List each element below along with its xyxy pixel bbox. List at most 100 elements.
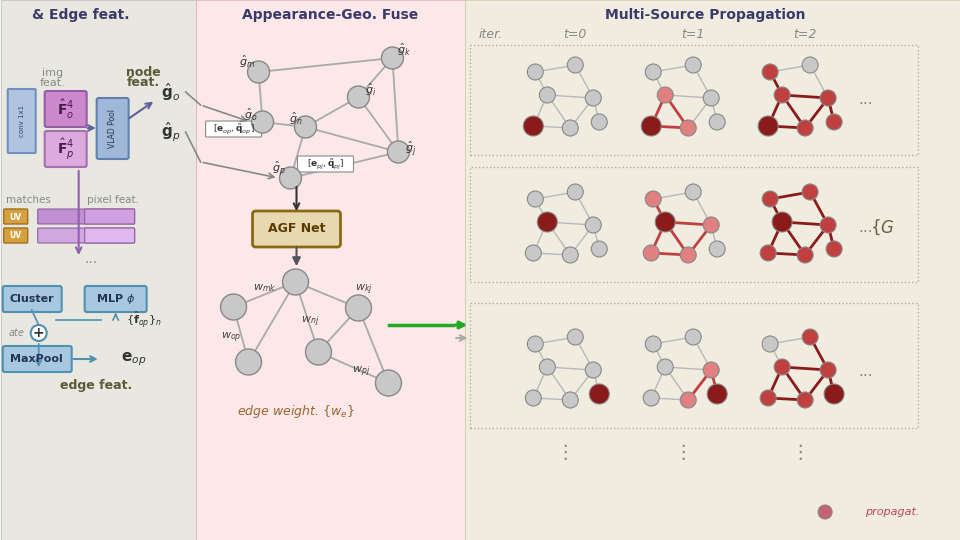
Circle shape bbox=[645, 64, 661, 80]
Text: AGF Net: AGF Net bbox=[268, 222, 325, 235]
FancyBboxPatch shape bbox=[4, 228, 28, 243]
Text: $\hat{g}_o$: $\hat{g}_o$ bbox=[244, 107, 257, 123]
Circle shape bbox=[820, 90, 836, 106]
Circle shape bbox=[540, 359, 555, 375]
Bar bbox=[196, 0, 466, 540]
Circle shape bbox=[586, 362, 601, 378]
Text: propagat.: propagat. bbox=[865, 507, 920, 517]
Text: $\hat{\mathbf{g}}_p$: $\hat{\mathbf{g}}_p$ bbox=[161, 120, 180, 144]
Circle shape bbox=[820, 217, 836, 233]
Circle shape bbox=[827, 241, 842, 257]
Circle shape bbox=[645, 336, 661, 352]
Text: $\{G$: $\{G$ bbox=[870, 217, 895, 237]
Text: $w_{nj}$: $w_{nj}$ bbox=[300, 315, 319, 329]
Text: ...: ... bbox=[84, 252, 97, 266]
Circle shape bbox=[658, 359, 673, 375]
FancyBboxPatch shape bbox=[205, 121, 261, 137]
Text: t=0: t=0 bbox=[564, 28, 587, 40]
Bar bbox=[470, 45, 918, 155]
Circle shape bbox=[681, 247, 696, 263]
Text: $\{\hat{\mathbf{f}}_{op}\}_n$: $\{\hat{\mathbf{f}}_{op}\}_n$ bbox=[126, 309, 161, 330]
Circle shape bbox=[703, 362, 719, 378]
FancyBboxPatch shape bbox=[252, 211, 341, 247]
Circle shape bbox=[774, 359, 790, 375]
Text: UV: UV bbox=[10, 232, 22, 240]
Circle shape bbox=[703, 217, 719, 233]
Text: ...: ... bbox=[859, 92, 874, 107]
Circle shape bbox=[803, 329, 818, 345]
Text: $[\mathbf{e}_{pj}, \tilde{\mathbf{q}}_{pj}]$: $[\mathbf{e}_{pj}, \tilde{\mathbf{q}}_{p… bbox=[306, 157, 345, 171]
Circle shape bbox=[708, 384, 727, 404]
Text: ...: ... bbox=[859, 219, 874, 234]
Circle shape bbox=[563, 392, 578, 408]
Text: node: node bbox=[127, 65, 161, 78]
Text: $\hat{g}_m$: $\hat{g}_m$ bbox=[239, 54, 255, 70]
Circle shape bbox=[643, 245, 660, 261]
Text: t=2: t=2 bbox=[793, 28, 817, 40]
Circle shape bbox=[760, 390, 776, 406]
Circle shape bbox=[643, 390, 660, 406]
Text: +: + bbox=[33, 326, 44, 340]
Text: $\hat{g}_j$: $\hat{g}_j$ bbox=[405, 140, 416, 158]
Text: edge feat.: edge feat. bbox=[60, 379, 132, 392]
FancyBboxPatch shape bbox=[8, 89, 36, 153]
Circle shape bbox=[527, 64, 543, 80]
Circle shape bbox=[762, 336, 779, 352]
Text: conv 1x1: conv 1x1 bbox=[19, 105, 25, 137]
Circle shape bbox=[235, 349, 261, 375]
Text: ate: ate bbox=[9, 328, 25, 338]
Circle shape bbox=[540, 87, 555, 103]
Text: Multi-Source Propagation: Multi-Source Propagation bbox=[605, 8, 805, 22]
Text: t=1: t=1 bbox=[682, 28, 705, 40]
Text: $\hat{\mathbf{F}}_p^4$: $\hat{\mathbf{F}}_p^4$ bbox=[57, 137, 74, 161]
Text: $\hat{\mathbf{g}}_o$: $\hat{\mathbf{g}}_o$ bbox=[161, 81, 180, 103]
Text: $\hat{g}_i$: $\hat{g}_i$ bbox=[365, 82, 376, 98]
FancyBboxPatch shape bbox=[37, 209, 134, 224]
Circle shape bbox=[797, 247, 813, 263]
Circle shape bbox=[772, 212, 792, 232]
Text: ⋮: ⋮ bbox=[556, 443, 575, 462]
Circle shape bbox=[774, 87, 790, 103]
Circle shape bbox=[589, 384, 610, 404]
Text: UV: UV bbox=[10, 213, 22, 221]
FancyBboxPatch shape bbox=[3, 286, 61, 312]
Circle shape bbox=[252, 111, 274, 133]
Circle shape bbox=[709, 241, 725, 257]
Circle shape bbox=[762, 191, 779, 207]
Text: $w_{op}$: $w_{op}$ bbox=[221, 331, 241, 345]
Text: $w_{kj}$: $w_{kj}$ bbox=[355, 283, 373, 297]
Text: matches: matches bbox=[7, 195, 51, 205]
Text: ...: ... bbox=[859, 364, 874, 380]
Circle shape bbox=[525, 390, 541, 406]
Text: $w_{pj}$: $w_{pj}$ bbox=[352, 365, 371, 379]
Text: iter.: iter. bbox=[478, 28, 502, 40]
Circle shape bbox=[567, 57, 584, 73]
Text: Appearance-Geo. Fuse: Appearance-Geo. Fuse bbox=[242, 8, 419, 22]
Circle shape bbox=[525, 245, 541, 261]
Circle shape bbox=[527, 191, 543, 207]
Circle shape bbox=[827, 114, 842, 130]
Circle shape bbox=[279, 167, 301, 189]
Circle shape bbox=[295, 116, 317, 138]
Circle shape bbox=[31, 325, 47, 341]
Text: feat.: feat. bbox=[39, 78, 65, 88]
Circle shape bbox=[658, 87, 673, 103]
Circle shape bbox=[803, 184, 818, 200]
Circle shape bbox=[685, 57, 701, 73]
Circle shape bbox=[685, 184, 701, 200]
Circle shape bbox=[797, 392, 813, 408]
Circle shape bbox=[824, 384, 844, 404]
Circle shape bbox=[681, 392, 696, 408]
Bar bbox=[470, 303, 918, 428]
Circle shape bbox=[282, 269, 308, 295]
Circle shape bbox=[523, 116, 543, 136]
FancyBboxPatch shape bbox=[45, 91, 86, 127]
Text: edge weight. $\{w_e\}$: edge weight. $\{w_e\}$ bbox=[237, 403, 354, 421]
FancyBboxPatch shape bbox=[37, 228, 134, 243]
Circle shape bbox=[709, 114, 725, 130]
Text: Cluster: Cluster bbox=[10, 294, 54, 304]
Text: MaxPool: MaxPool bbox=[11, 354, 63, 364]
Circle shape bbox=[591, 114, 608, 130]
Circle shape bbox=[388, 141, 409, 163]
Circle shape bbox=[645, 191, 661, 207]
